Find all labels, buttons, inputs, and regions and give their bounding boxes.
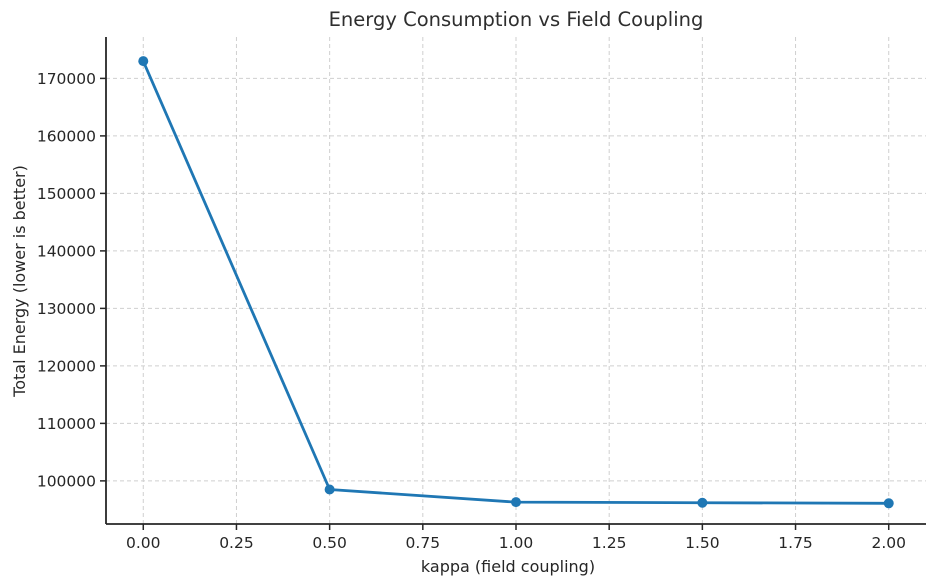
- data-point: [883, 498, 894, 509]
- data-point: [138, 56, 149, 67]
- data-point: [697, 497, 708, 508]
- y-tick-label: 140000: [37, 242, 96, 260]
- x-tick-label: 2.00: [871, 534, 906, 552]
- y-axis-label: Total Energy (lower is better): [10, 165, 29, 398]
- axes-layer: 0.00 0.25 0.50 0.75 1.00 1.25 1.50 1.75 2.00 1000…: [37, 37, 926, 552]
- y-tick-label: 100000: [37, 472, 96, 490]
- x-tick-label: 1.25: [592, 534, 627, 552]
- x-tick-label: 1.00: [499, 534, 534, 552]
- gridlines-layer: [106, 37, 926, 524]
- x-tick-label: 1.75: [778, 534, 813, 552]
- chart-title: Energy Consumption vs Field Coupling: [329, 8, 704, 31]
- y-tick-label: 130000: [37, 300, 96, 318]
- data-series-layer: [138, 56, 894, 509]
- y-tick-label: 150000: [37, 185, 96, 203]
- y-tick-label: 110000: [37, 415, 96, 433]
- x-axis-label: kappa (field coupling): [421, 557, 595, 576]
- x-tick-label: 0.25: [219, 534, 254, 552]
- x-tick-label: 1.50: [685, 534, 720, 552]
- y-tick-label: 160000: [37, 127, 96, 145]
- data-point: [324, 484, 335, 495]
- y-tick-label: 170000: [37, 70, 96, 88]
- x-tick-label: 0.75: [406, 534, 441, 552]
- data-point: [511, 497, 521, 508]
- x-tick-label: 0.50: [312, 534, 347, 552]
- y-tick-label: 120000: [37, 357, 96, 375]
- x-tick-label: 0.00: [126, 534, 161, 552]
